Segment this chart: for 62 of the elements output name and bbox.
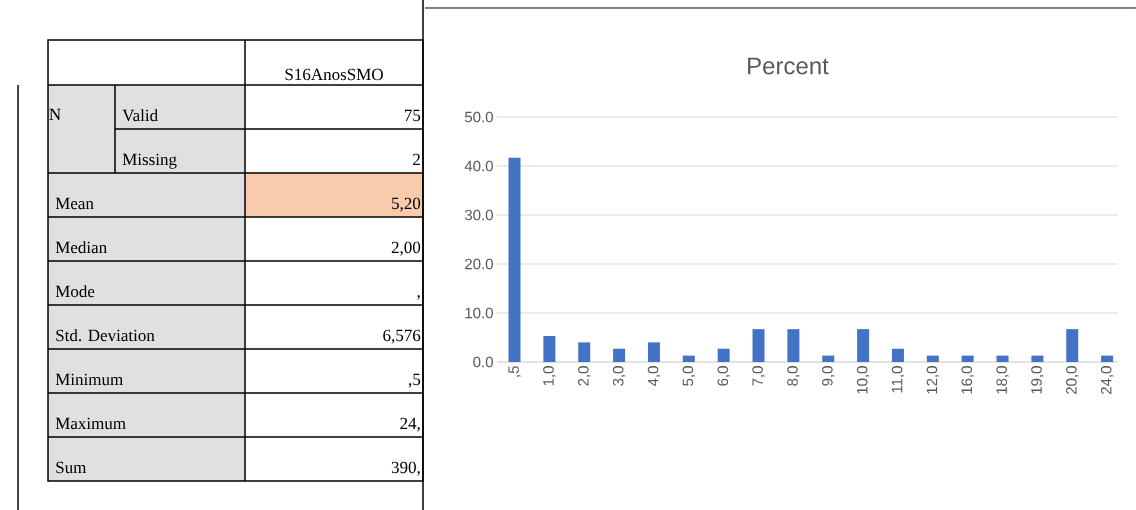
bar xyxy=(857,329,870,362)
bar xyxy=(1066,329,1079,362)
text: 24, xyxy=(400,417,420,432)
bar xyxy=(891,348,904,362)
x-tick-label: 9,0 xyxy=(822,366,835,386)
text: 5,20 xyxy=(392,197,421,212)
text: , xyxy=(417,295,420,300)
text: N xyxy=(49,108,61,120)
x-tick-label: 7,0 xyxy=(752,366,765,386)
text: 75 xyxy=(404,109,421,122)
y-tick-label: 0.0 xyxy=(473,356,493,368)
text: 2 xyxy=(413,153,420,165)
x-tick-label: 5,0 xyxy=(682,366,695,386)
x-tick-label: 6,0 xyxy=(717,366,730,386)
x-tick-label: ,5 xyxy=(508,366,521,377)
bar xyxy=(961,355,974,362)
text: Median xyxy=(55,241,107,254)
x-tick-label: 10,0 xyxy=(856,366,870,394)
bar xyxy=(787,329,800,362)
text: Minimum xyxy=(55,373,123,386)
text: Valid xyxy=(122,109,158,122)
x-tick-label: 2,0 xyxy=(578,366,591,386)
x-tick-label: 11,0 xyxy=(891,366,905,393)
text: S16AnosSMO xyxy=(285,68,383,81)
bar xyxy=(613,348,626,362)
bar xyxy=(752,329,765,362)
bar xyxy=(1101,355,1114,362)
bar xyxy=(543,336,556,362)
text: Std. Deviation xyxy=(56,329,155,342)
y-tick-label: 40.0 xyxy=(464,160,493,172)
text: Mode xyxy=(55,285,95,298)
x-tick-label: 1,0 xyxy=(543,366,556,386)
y-tick-label: 20.0 xyxy=(465,258,493,270)
chart-title: Percent xyxy=(748,57,829,75)
x-tick-label: 3,0 xyxy=(612,366,626,386)
x-tick-label: 12,0 xyxy=(926,366,940,394)
text: 2,00 xyxy=(391,241,421,256)
bar xyxy=(822,355,835,362)
x-tick-label: 16,0 xyxy=(961,366,974,394)
x-tick-label: 19,0 xyxy=(1031,366,1044,394)
text: Missing xyxy=(122,153,177,169)
bar xyxy=(682,355,695,362)
x-tick-label: 18,0 xyxy=(996,366,1009,394)
bar xyxy=(996,355,1009,362)
y-tick-label: 10.0 xyxy=(465,307,493,319)
x-tick-label: 4,0 xyxy=(647,366,661,387)
bar xyxy=(926,355,939,362)
x-tick-label: 24,0 xyxy=(1100,366,1114,394)
bar xyxy=(717,348,730,362)
bar xyxy=(1031,355,1044,362)
bar xyxy=(647,342,660,362)
text: Maximum xyxy=(55,417,126,430)
text: Sum xyxy=(56,461,87,474)
text: 390, xyxy=(391,461,420,476)
y-tick-label: 50.0 xyxy=(464,111,493,123)
bar xyxy=(508,157,521,362)
x-tick-label: 8,0 xyxy=(787,366,800,386)
x-tick-label: 20,0 xyxy=(1066,366,1079,394)
text: 6,576 xyxy=(383,329,421,344)
text: Mean xyxy=(55,197,94,210)
y-tick-label: 30.0 xyxy=(464,209,493,221)
bar xyxy=(578,342,591,362)
